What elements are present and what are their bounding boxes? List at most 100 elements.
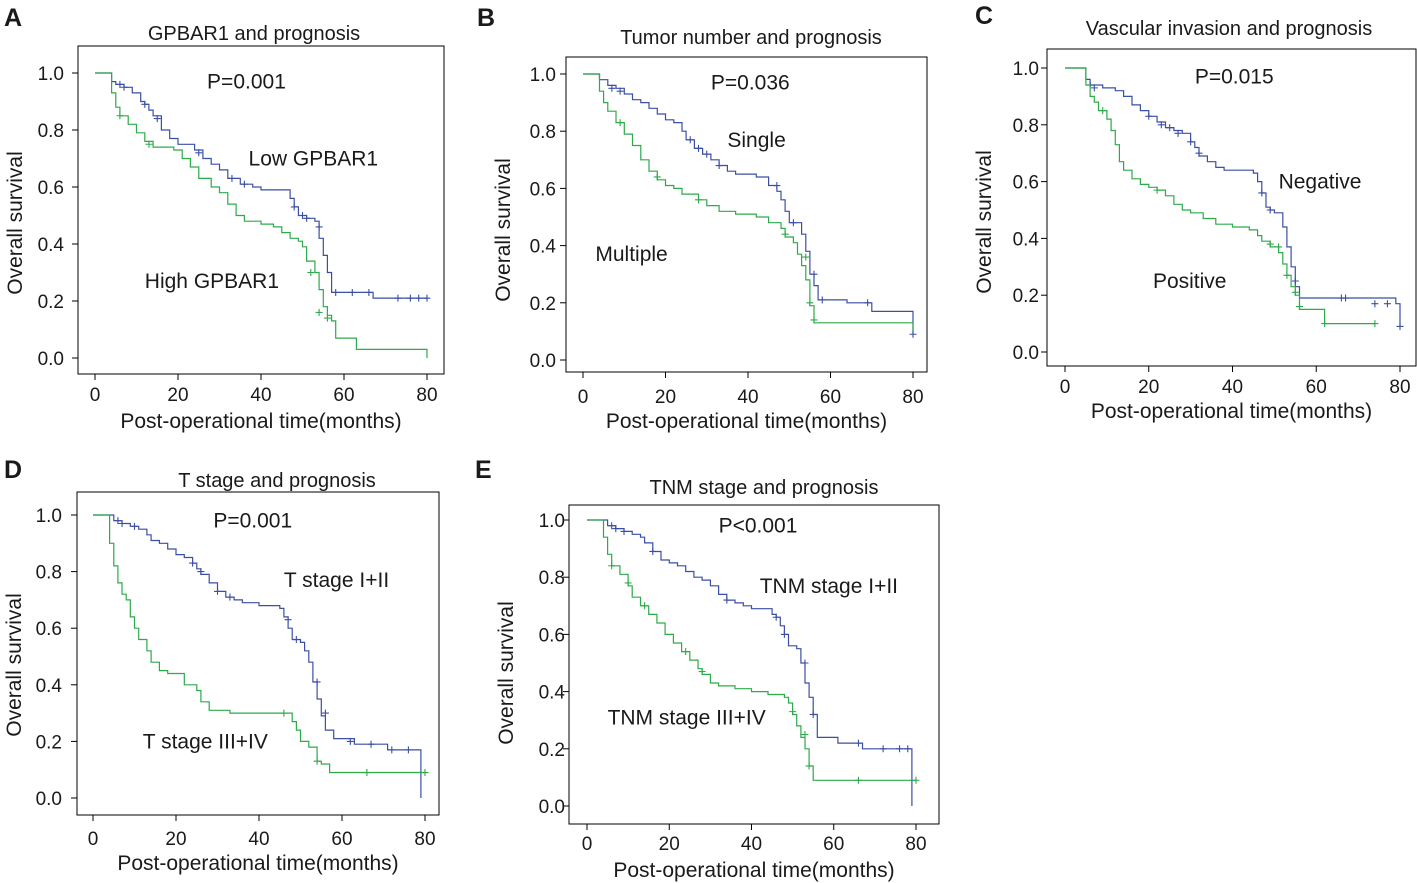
panel-e-series-2-censor-mark xyxy=(912,776,920,784)
panel-c-series-2-censor-mark xyxy=(1283,271,1291,279)
panel-e-series-2-curve xyxy=(587,519,916,781)
panel-c-y-tick-label: 1.0 xyxy=(1013,59,1039,80)
panel-a-series-2-curve xyxy=(95,72,428,358)
panel-d-series-1-censor-mark xyxy=(313,678,321,686)
panel-b-series-1-censor-mark xyxy=(818,296,826,304)
panel-c-y-tick-label: 0.2 xyxy=(1013,286,1039,307)
panel-d-series-1-censor-mark xyxy=(197,568,205,576)
panel-a-annotation-2: Low GPBAR1 xyxy=(249,148,379,171)
panel-a-series-1-censor-mark xyxy=(423,294,431,302)
panel-c-annotation-1: P=0.015 xyxy=(1195,66,1274,89)
panel-a-y-tick-label: 0.2 xyxy=(38,292,64,313)
panel-e-plot-frame xyxy=(568,504,940,825)
panel-e-annotation-3: TNM stage III+IV xyxy=(608,706,766,729)
panel-c-x-tick-label: 20 xyxy=(1138,377,1159,398)
panel-b: B Tumor number and prognosis 0 20 40 60 80 0.… xyxy=(477,4,928,433)
panel-c-y-tick-label: 0.4 xyxy=(1013,229,1040,250)
panel-d-x-tick-label: 40 xyxy=(248,829,269,850)
panel-d-y-tick-label: 0.4 xyxy=(36,676,63,697)
panel-e-y-tick-label: 1.0 xyxy=(539,511,565,532)
panel-d-series-1-censor-mark xyxy=(214,587,221,595)
panel-d-series-1-censor-mark xyxy=(367,740,375,748)
panel-c-series-1-censor-mark xyxy=(1258,189,1266,197)
panel-a-series-1-censor-mark xyxy=(195,149,203,157)
panel-b-y-tick-label: 1.0 xyxy=(530,65,556,86)
panel-a-series-1-censor-mark xyxy=(228,174,236,182)
panel-c-series-1-curve xyxy=(1065,67,1401,327)
panel-e-series-2-censor-mark xyxy=(608,562,616,570)
panel-d-y-tick-label: 0.2 xyxy=(36,732,62,753)
panel-b-series-1-censor-mark xyxy=(686,136,694,144)
panel-b-series-2-curve xyxy=(583,73,914,332)
panel-a-series-1-censor-mark xyxy=(332,288,340,296)
panel-e-series-2-censor-mark xyxy=(641,602,649,610)
panel-b-y-tick-label: 0.0 xyxy=(530,351,556,372)
panel-a-series-1-censor-mark xyxy=(394,294,402,302)
panel-c-x-axis-label: Post-operational time(months) xyxy=(1091,400,1372,423)
panel-b-series-1-censor-mark xyxy=(773,182,781,190)
panel-d-x-tick-label: 0 xyxy=(88,829,99,850)
panel-c-series-2-curve xyxy=(1065,67,1375,325)
panel-a-annotation-3: High GPBAR1 xyxy=(145,270,279,293)
panel-a-x-tick-label: 20 xyxy=(167,385,188,406)
panel-a-series-1-censor-mark xyxy=(120,83,128,91)
panel-b-y-tick-label: 0.2 xyxy=(530,294,556,315)
panel-d-x-tick-label: 60 xyxy=(331,829,352,850)
panel-c-x-tick-label: 40 xyxy=(1222,377,1243,398)
panel-c-series-1-censor-mark xyxy=(1187,138,1195,146)
panel-e-annotation-2: TNM stage I+II xyxy=(760,575,898,598)
panel-d-series-1-censor-mark xyxy=(321,709,329,717)
panel-b-series-2-censor-mark xyxy=(806,299,814,307)
panel-d-series-2-censor-mark xyxy=(313,757,321,765)
panel-b-title: Tumor number and prognosis xyxy=(620,27,882,49)
panel-e-series-1-censor-mark xyxy=(904,745,912,753)
panel-a-series-1-censor-mark xyxy=(141,100,149,108)
panel-e-x-tick-label: 0 xyxy=(582,834,593,855)
panel-e-series-1-censor-mark xyxy=(608,522,616,530)
panel-b-series-2-censor-mark xyxy=(616,119,624,127)
panel-a-series-1-censor-mark xyxy=(290,203,298,211)
panel-d-x-tick-label: 80 xyxy=(414,829,435,850)
panel-c-series-1-censor-mark xyxy=(1195,149,1203,157)
panel-a-series-1-censor-mark xyxy=(303,214,311,222)
panel-d-x-axis-label: Post-operational time(months) xyxy=(117,852,398,875)
panel-c-series-1-censor-mark xyxy=(1266,206,1274,214)
panel-b-series-2-censor-mark xyxy=(781,230,789,238)
panel-e-annotation-1: P<0.001 xyxy=(719,515,798,538)
panel-d-series-2-censor-mark xyxy=(421,769,429,777)
panel-b-series-1-curve xyxy=(583,73,914,335)
panel-d-y-tick-label: 0.6 xyxy=(36,619,62,640)
panel-a-series-1-censor-mark xyxy=(116,80,124,88)
panel-b-x-tick-label: 0 xyxy=(578,387,589,408)
panel-c-series-2-censor-mark xyxy=(1099,107,1107,115)
panel-e-x-tick-label: 80 xyxy=(905,834,926,855)
panel-d-series-1-censor-mark xyxy=(114,517,122,525)
panel-a-x-tick-label: 40 xyxy=(250,385,271,406)
panel-e-series-2-censor-mark xyxy=(801,731,809,738)
panel-e-series-2-censor-mark xyxy=(682,648,690,656)
panel-d-series-1-censor-mark xyxy=(118,519,126,527)
panel-a-x-tick-label: 60 xyxy=(333,385,354,406)
panel-b-x-tick-label: 40 xyxy=(737,387,758,408)
panel-d-series-1-censor-mark xyxy=(131,522,138,530)
panel-c-y-tick-label: 0.0 xyxy=(1013,343,1039,364)
panel-a-y-tick-label: 0.8 xyxy=(38,121,64,142)
panel-d-annotation-2: T stage I+II xyxy=(284,569,389,592)
panel-e-y-tick-label: 0.8 xyxy=(539,568,565,589)
panel-a-series-2-censor-mark xyxy=(145,140,153,148)
panel-b-y-tick-label: 0.6 xyxy=(530,179,556,200)
panel-b-x-tick-label: 60 xyxy=(820,387,841,408)
panel-a-series-1-censor-mark xyxy=(240,180,248,188)
panel-e-y-tick-label: 0.0 xyxy=(539,797,565,818)
panel-d-annotation-1: P=0.001 xyxy=(213,510,292,533)
panel-e-series-1-censor-mark xyxy=(612,525,620,533)
panel-c-y-tick-label: 0.6 xyxy=(1013,173,1039,194)
panel-e-title: TNM stage and prognosis xyxy=(649,477,878,499)
panel-c-series-1-censor-mark xyxy=(1291,277,1299,285)
panel-b-plot-frame xyxy=(565,56,928,373)
panel-a-series-2-censor-mark xyxy=(116,112,124,120)
panel-c-series-1-censor-mark xyxy=(1090,84,1098,92)
panel-a-series-2-censor-mark xyxy=(315,308,323,316)
panel-a-title: GPBAR1 and prognosis xyxy=(148,23,360,45)
